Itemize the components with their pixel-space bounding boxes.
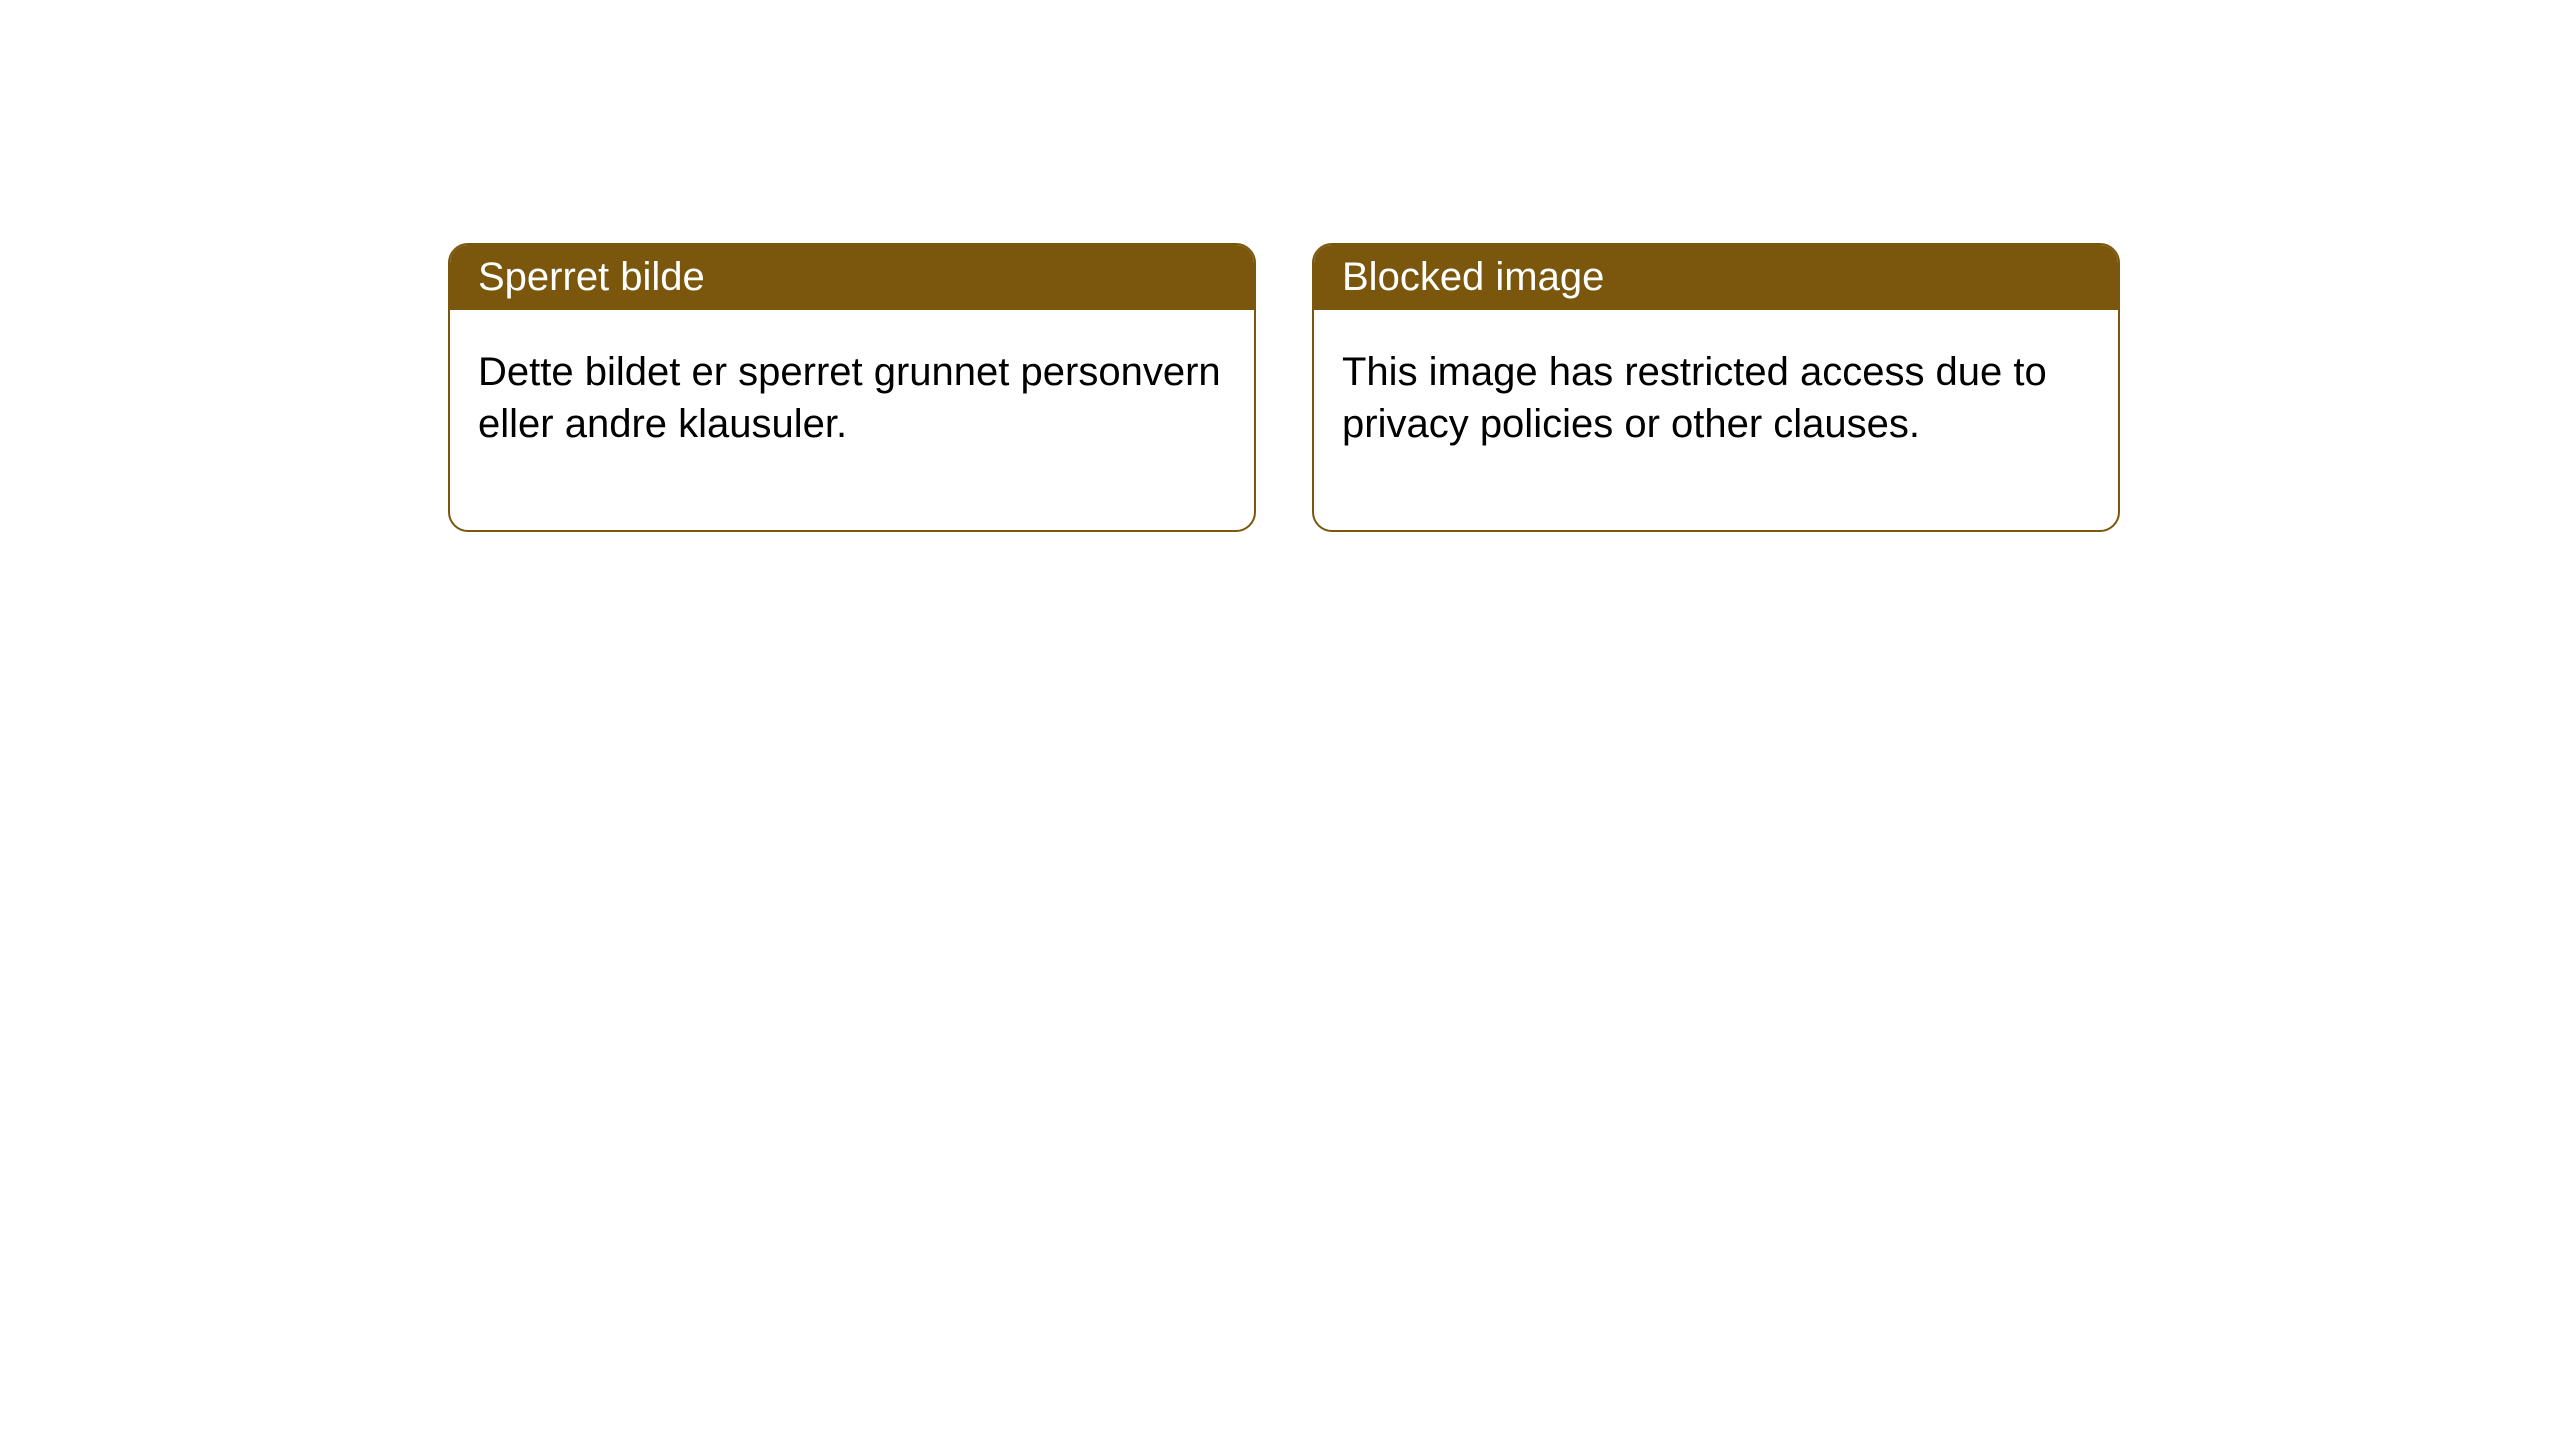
card-header: Sperret bilde: [450, 245, 1254, 310]
card-title: Blocked image: [1342, 255, 1604, 299]
card-header: Blocked image: [1314, 245, 2118, 310]
card-body: This image has restricted access due to …: [1314, 310, 2118, 530]
notice-container: Sperret bilde Dette bildet er sperret gr…: [0, 0, 2560, 532]
card-title: Sperret bilde: [478, 255, 705, 299]
card-body: Dette bildet er sperret grunnet personve…: [450, 310, 1254, 530]
blocked-image-card-english: Blocked image This image has restricted …: [1312, 243, 2120, 532]
card-message: This image has restricted access due to …: [1342, 350, 2047, 446]
card-message: Dette bildet er sperret grunnet personve…: [478, 350, 1221, 446]
blocked-image-card-norwegian: Sperret bilde Dette bildet er sperret gr…: [448, 243, 1256, 532]
